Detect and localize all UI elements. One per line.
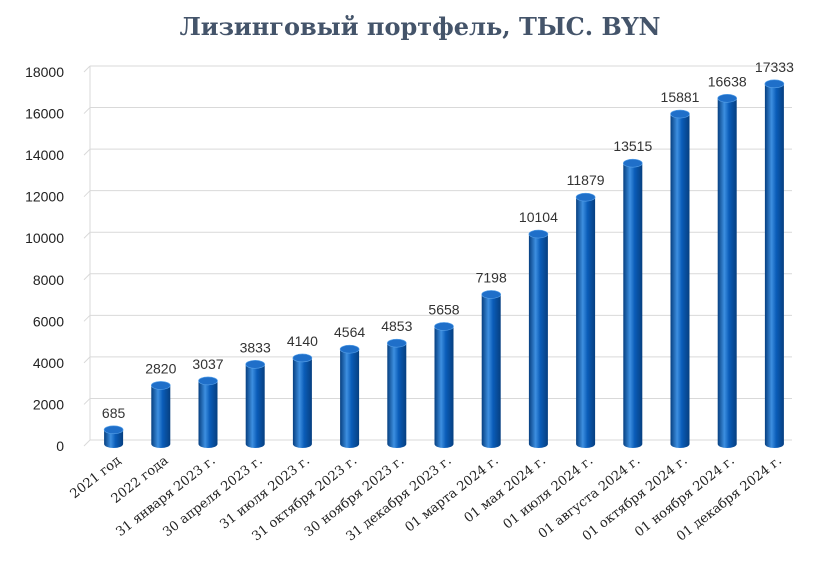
- gridline-diagonal: [83, 314, 91, 322]
- bar: [623, 163, 643, 448]
- bar-top: [717, 93, 738, 103]
- bar: [198, 380, 218, 448]
- data-label: 4853: [381, 318, 412, 334]
- y-tick-label: 8000: [33, 272, 64, 288]
- bar: [292, 357, 312, 448]
- data-label: 17333: [755, 59, 794, 75]
- data-label: 3833: [240, 339, 271, 355]
- bar: [245, 364, 265, 448]
- y-tick-label: 10000: [25, 230, 64, 246]
- bar: [670, 114, 690, 449]
- data-label: 11879: [567, 172, 605, 188]
- bar: [434, 326, 454, 448]
- data-label: 10104: [519, 209, 558, 225]
- x-tick-label: 01 мая 2024 г.: [462, 453, 549, 526]
- chart-title: Лизинговый портфель, ТЫС. BYN: [179, 12, 661, 41]
- data-label: 5658: [428, 301, 459, 317]
- bar: [151, 385, 171, 448]
- gridline-diagonal: [83, 439, 91, 447]
- bar-top: [292, 353, 313, 363]
- bar-top: [386, 338, 407, 348]
- y-tick-label: 16000: [25, 106, 64, 122]
- bar-top: [434, 322, 454, 331]
- y-tick-label: 2000: [33, 396, 64, 412]
- bar: [481, 294, 501, 448]
- gridline-diagonal: [83, 398, 91, 405]
- y-tick-label: 6000: [33, 313, 64, 329]
- gridline-diagonal: [83, 231, 91, 239]
- gridline-diagonal: [83, 356, 91, 364]
- bar-top: [481, 290, 502, 299]
- data-label: 16638: [708, 73, 747, 89]
- gridline-diagonal: [83, 107, 91, 114]
- bar: [340, 349, 360, 448]
- y-tick-label: 12000: [25, 189, 64, 205]
- data-label: 2820: [145, 360, 176, 376]
- bar-top: [622, 158, 643, 168]
- y-tick-label: 14000: [25, 147, 64, 163]
- data-label: 4564: [334, 324, 365, 340]
- bar-top: [339, 344, 360, 354]
- gridline-diagonal: [83, 65, 91, 73]
- data-label: 4140: [287, 333, 318, 349]
- bar-top: [528, 229, 549, 239]
- data-label: 15881: [661, 89, 700, 105]
- bar-top: [198, 376, 218, 386]
- bar: [764, 83, 784, 449]
- data-label: 13515: [613, 138, 652, 154]
- bar-top: [103, 425, 124, 435]
- y-tick-label: 18000: [25, 64, 64, 80]
- bar: [576, 197, 596, 448]
- bar-top: [670, 109, 690, 119]
- gridline-diagonal: [83, 273, 91, 281]
- data-label: 3037: [192, 356, 223, 372]
- bar: [104, 429, 124, 448]
- bar-top: [245, 360, 265, 369]
- bar: [387, 343, 407, 448]
- y-tick-label: 0: [56, 438, 64, 454]
- gridline-diagonal: [83, 148, 91, 156]
- bar-top: [575, 192, 596, 202]
- gridline-diagonal: [83, 190, 91, 198]
- bar-top: [151, 381, 171, 390]
- data-label: 685: [102, 405, 126, 421]
- bar: [528, 234, 548, 448]
- y-tick-label: 4000: [33, 355, 64, 371]
- bar: [717, 98, 737, 449]
- data-label: 7198: [476, 269, 507, 285]
- bar-top: [764, 79, 785, 89]
